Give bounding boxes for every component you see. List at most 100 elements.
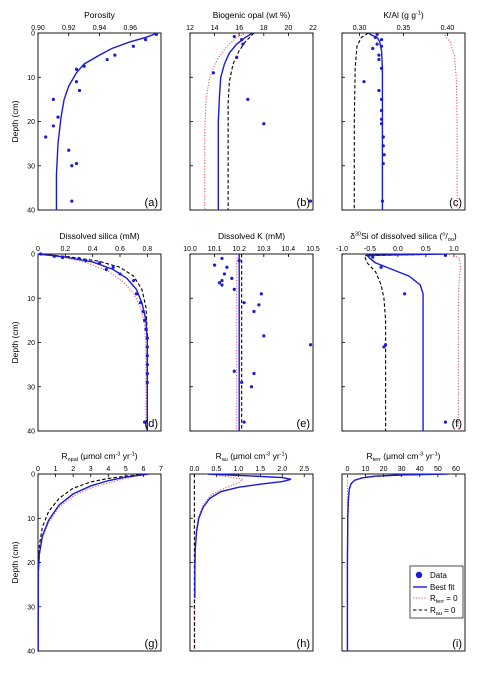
x-tick-label: 22: [309, 25, 317, 32]
title-mid-sub: oo: [448, 237, 454, 243]
title-tail2: yr: [270, 451, 280, 461]
x-tick-label: 14: [211, 25, 219, 32]
title-text: Biogenic opal (wt %): [213, 10, 291, 20]
panel-f: -1.0 -0.5 0.0 0.5 1.0 δ30Si of dissolved sili…: [336, 231, 466, 432]
title-end: ): [438, 451, 441, 461]
data-point: [82, 64, 86, 68]
data-point: [230, 276, 234, 280]
panel-e: 10.0 10.1 10.2 10.3 10.4 10.5 Dissolved K (mM)…: [183, 231, 320, 432]
series-rterr0-line: [38, 254, 147, 431]
y-tick-label: 30: [27, 384, 35, 391]
data-point: [379, 97, 384, 101]
data-point: [371, 46, 375, 51]
data-point: [145, 336, 149, 340]
x-tick-label: 1.5: [255, 466, 265, 473]
data-point: [213, 263, 217, 267]
title-tail: (μmol cm: [381, 451, 418, 461]
title-tail: ): [421, 10, 424, 20]
data-point: [220, 283, 224, 287]
series-rau0-line: [38, 474, 146, 651]
data-point: [220, 278, 224, 283]
title-tail2: yr: [120, 451, 130, 461]
data-point: [379, 122, 384, 126]
data-point: [143, 318, 147, 322]
x-tick-label: 10.2: [232, 246, 246, 253]
data-point: [131, 44, 135, 48]
data-point: [145, 371, 149, 376]
panel-letter: (a): [145, 197, 158, 209]
data-point: [235, 55, 239, 59]
data-point: [375, 42, 379, 46]
data-point: [257, 303, 261, 307]
series-rau0-line: [363, 254, 443, 431]
x-tick-label: 10: [362, 466, 370, 473]
x-tick-label: 10.0: [183, 246, 197, 253]
x-tick-label: 0.8: [142, 246, 152, 253]
data-point: [240, 38, 244, 42]
x-tick-label: 2: [71, 466, 75, 473]
panel-letter: (c): [449, 197, 462, 209]
data-point: [259, 292, 263, 296]
x-tick-label: 0.5: [421, 246, 431, 253]
data-point: [249, 385, 254, 389]
title-prefix: δ: [350, 231, 355, 241]
data-point: [362, 80, 366, 84]
y-tick-label: 20: [27, 340, 35, 347]
title-text: K/Al (g g: [383, 10, 416, 20]
title-end: ): [135, 451, 138, 461]
panel-letter: (f): [452, 418, 462, 430]
title-text: R: [216, 451, 222, 461]
data-point: [379, 117, 384, 121]
data-point: [84, 259, 88, 263]
x-tick-label: 1.0: [233, 466, 243, 473]
title-sup: -3: [115, 452, 120, 458]
series-rterr0-line: [194, 474, 244, 651]
legend-rau0-r: R: [430, 606, 436, 615]
x-tick-label: 5: [124, 466, 128, 473]
data-point: [145, 380, 149, 384]
title-text: R: [367, 451, 373, 461]
y-tick-label: 0: [31, 252, 35, 259]
title-text: Dissolved silica (mM): [59, 231, 139, 241]
legend-rau0-label: Rau = 0: [430, 606, 456, 617]
y-axis-label: Depth (cm): [10, 321, 20, 363]
data-point: [252, 371, 256, 376]
panel-frame: [341, 473, 466, 652]
title-tail: (μmol cm: [228, 451, 265, 461]
data-point: [308, 343, 313, 347]
series-rterr0-line: [442, 33, 458, 210]
data-point: [382, 153, 386, 157]
panel-letter: (e): [297, 418, 310, 430]
x-tick-label: 1: [54, 466, 58, 473]
data-point: [74, 161, 79, 166]
panel-letter: (b): [297, 197, 310, 209]
x-tick-label: 0.5: [211, 466, 221, 473]
data-point: [443, 420, 448, 424]
y-axis-label: Depth (cm): [10, 100, 20, 142]
x-tick-label: 0.96: [123, 25, 137, 32]
title-sup: -3: [418, 452, 423, 458]
x-tick-label: 30: [398, 466, 406, 473]
title-mid: /: [445, 231, 448, 241]
title-tail: (μmol cm: [78, 451, 115, 461]
title-tail: ): [454, 231, 457, 241]
series-best-fit-line: [217, 33, 254, 210]
data-point: [132, 278, 136, 283]
panel-frame: [341, 32, 466, 211]
x-tick-label: 4: [106, 466, 110, 473]
x-tick-label: 0: [36, 246, 40, 253]
x-tick-label: 1.0: [449, 246, 459, 253]
x-tick-label: 2.5: [299, 466, 309, 473]
x-tick-label: 0.90: [31, 25, 45, 32]
legend-rterr0-r: R: [430, 594, 436, 603]
data-point: [381, 161, 385, 166]
series-best-fit-line: [194, 474, 292, 598]
legend-rterr0-eq: = 0: [444, 594, 458, 603]
title-mid-sup: o: [442, 232, 445, 238]
panel-letter: (h): [297, 638, 310, 650]
x-tick-label: 0.4: [88, 246, 98, 253]
title-text: R: [61, 451, 67, 461]
data-point: [232, 34, 236, 39]
data-point: [379, 108, 384, 113]
